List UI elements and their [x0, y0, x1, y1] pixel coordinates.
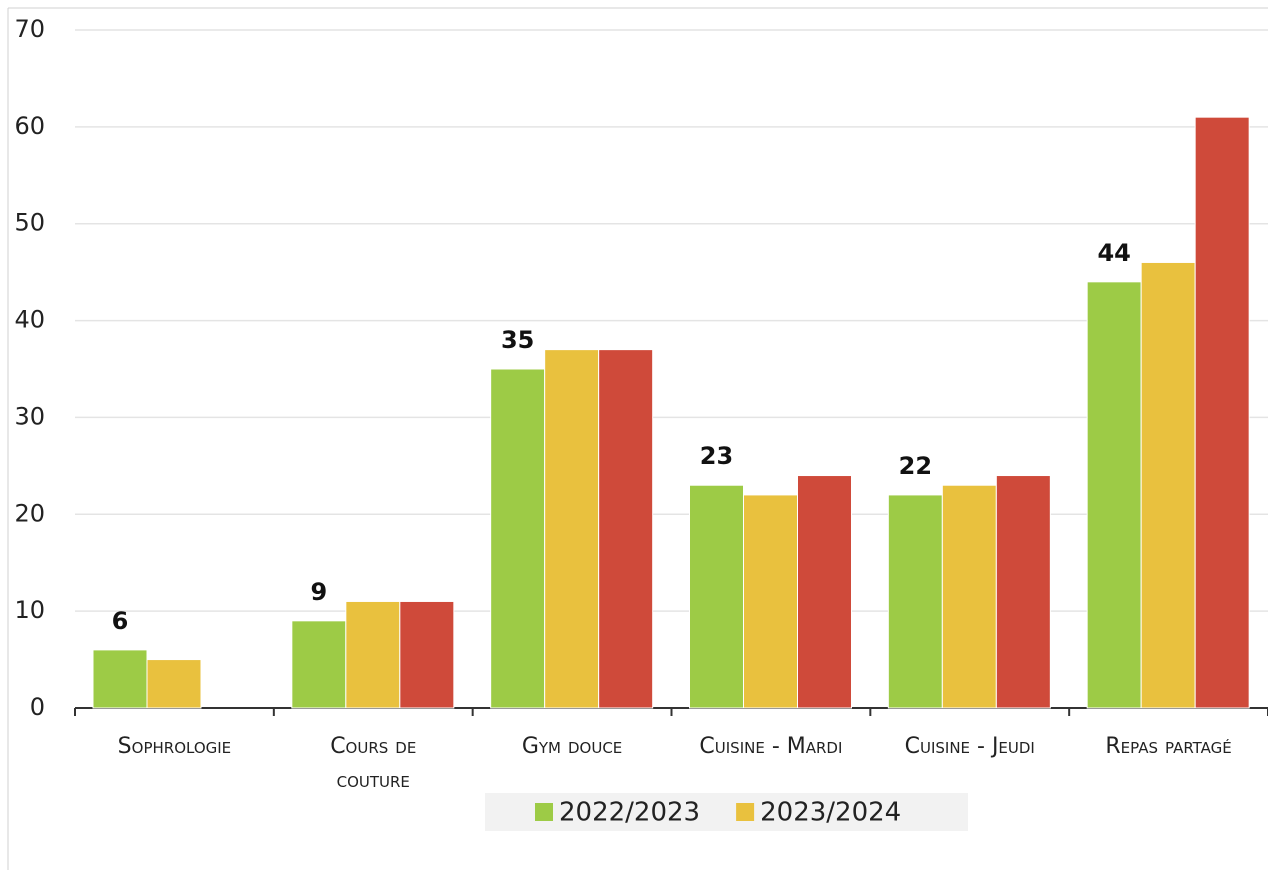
- data-label: 9: [310, 578, 327, 606]
- bar: [887, 494, 943, 709]
- x-tick-label: Cours de couture: [330, 734, 417, 793]
- bar: [345, 600, 401, 709]
- y-tick-label: 0: [30, 693, 45, 721]
- legend-label: 2022/2023: [559, 798, 700, 828]
- bar: [92, 649, 148, 709]
- y-tick-label: 60: [14, 112, 45, 140]
- x-tick-label: Repas partagé: [1105, 734, 1232, 759]
- data-label: 6: [112, 607, 129, 635]
- x-tick-label: Gym douce: [521, 734, 623, 759]
- x-tick-label: Cuisine - Mardi: [699, 734, 843, 759]
- bar: [291, 620, 347, 709]
- data-label: 23: [700, 442, 733, 470]
- y-tick-label: 30: [14, 402, 45, 430]
- y-tick-label: 10: [14, 596, 45, 624]
- bar: [1194, 116, 1250, 709]
- legend-label: 2023/2024: [760, 798, 901, 828]
- x-tick-label: Cuisine - Jeudi: [904, 734, 1035, 759]
- y-tick-label: 20: [14, 499, 45, 527]
- data-label: 22: [899, 452, 932, 480]
- bar: [544, 349, 600, 709]
- bar: [490, 368, 546, 709]
- bar: [146, 659, 202, 709]
- legend-swatch: [535, 803, 553, 821]
- bar: [743, 494, 798, 709]
- y-tick-label: 50: [14, 209, 45, 237]
- bar: [1086, 281, 1142, 709]
- x-tick-label: Sophrologie: [117, 734, 232, 759]
- bar: [797, 475, 852, 709]
- bar: [399, 600, 455, 709]
- bar: [941, 484, 997, 709]
- bar: [598, 349, 654, 709]
- y-tick-label: 40: [14, 306, 45, 334]
- bar: [1140, 261, 1196, 709]
- bar: [689, 484, 744, 709]
- legend-box: [485, 793, 968, 831]
- data-label: 35: [501, 326, 534, 354]
- data-label: 44: [1097, 239, 1130, 267]
- y-tick-label: 70: [14, 15, 45, 43]
- legend-swatch: [736, 803, 755, 821]
- bar: [995, 475, 1051, 709]
